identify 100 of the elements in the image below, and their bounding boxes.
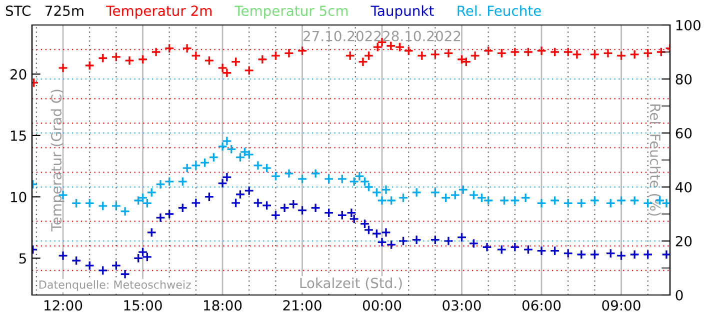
point [656, 47, 666, 57]
point [164, 209, 174, 219]
point [204, 56, 214, 66]
point [510, 242, 520, 252]
point [456, 232, 467, 242]
text: Rel. Feuchte [458, 5, 541, 16]
point [377, 237, 388, 248]
x-tick-label: 09:00 [602, 300, 640, 311]
point [590, 49, 600, 60]
chart-title: STC 725m [6, 6, 84, 16]
point [218, 62, 228, 73]
point [111, 260, 122, 271]
point [630, 49, 640, 60]
point [443, 236, 454, 246]
point [364, 224, 374, 235]
point [111, 52, 122, 62]
point [297, 205, 308, 216]
point [536, 46, 547, 56]
point [642, 250, 653, 260]
x-tick-label: 21:00 [283, 300, 322, 311]
point [563, 248, 574, 258]
x-tick-label: 06:00 [522, 300, 561, 311]
point [496, 48, 507, 58]
x-tick-label: 12:00 [44, 300, 82, 311]
y-tick-label: 15 [10, 130, 26, 141]
point [146, 227, 157, 238]
point [244, 186, 254, 196]
x-tick-label: 15:00 [124, 300, 162, 311]
point [337, 210, 348, 220]
x-tick-label: 03:00 [442, 300, 481, 311]
point [461, 56, 472, 67]
point [252, 198, 263, 208]
point [230, 198, 241, 208]
text: Temperatur 2m [106, 6, 212, 19]
point [550, 47, 560, 57]
point [138, 54, 148, 64]
point [204, 192, 214, 202]
point [98, 265, 108, 276]
point [630, 250, 640, 260]
point [262, 200, 272, 210]
point [416, 50, 427, 61]
point [360, 218, 370, 229]
y-tick-label: 20 [10, 69, 26, 80]
point [98, 53, 108, 64]
point [372, 228, 382, 239]
point [190, 50, 201, 61]
point [257, 54, 268, 64]
point [468, 238, 479, 248]
point [456, 54, 467, 64]
y-tick-label: 10 [10, 192, 26, 202]
point [606, 248, 616, 258]
annotation: 27.10.2022 [304, 30, 381, 42]
y2-tick-label: 60 [676, 128, 692, 138]
point [120, 269, 130, 280]
point [386, 40, 396, 51]
point [222, 68, 232, 78]
point [430, 49, 440, 60]
point [572, 49, 582, 60]
point [443, 48, 454, 58]
point [642, 48, 653, 58]
point [235, 189, 246, 200]
point [483, 46, 494, 56]
point [550, 246, 560, 256]
point [310, 202, 321, 213]
point [482, 242, 492, 252]
point [280, 202, 290, 213]
point [616, 250, 626, 261]
point [576, 250, 586, 260]
legend-label: Temperatur 5cm [234, 6, 348, 19]
point [523, 244, 534, 255]
point [284, 48, 294, 58]
point [324, 208, 334, 218]
annotation: 28.10.2022 [383, 30, 460, 42]
point [661, 250, 670, 260]
point [164, 43, 174, 54]
point [270, 50, 281, 61]
y2-tick-label: 20 [676, 236, 692, 246]
point [616, 50, 626, 61]
x-tick-label: 00:00 [362, 300, 402, 311]
point [404, 46, 414, 56]
x-tick-label: 18:00 [204, 300, 242, 311]
point [470, 50, 480, 61]
point [563, 47, 574, 57]
point [270, 210, 281, 220]
point [182, 43, 192, 54]
point [84, 60, 95, 70]
point [190, 198, 201, 208]
point [58, 62, 68, 73]
text: Taupunkt [370, 5, 434, 19]
y2-tick-label: 40 [676, 182, 692, 192]
point [381, 227, 392, 238]
point [345, 50, 356, 61]
y2-tick-label: 80 [676, 74, 692, 84]
point [297, 46, 308, 56]
point [124, 56, 134, 66]
point [536, 246, 547, 256]
point [590, 250, 600, 260]
point [386, 240, 396, 250]
point [230, 56, 241, 67]
point [523, 47, 534, 57]
